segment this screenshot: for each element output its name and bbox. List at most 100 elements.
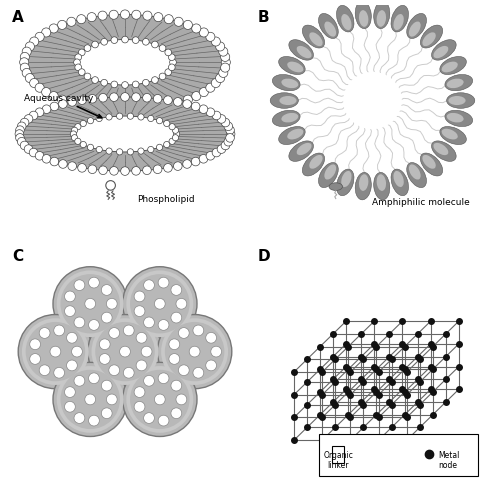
Ellipse shape (302, 25, 324, 48)
Circle shape (136, 360, 147, 371)
Ellipse shape (329, 183, 342, 190)
Circle shape (171, 312, 181, 323)
Circle shape (75, 64, 82, 71)
Circle shape (24, 145, 33, 153)
Text: Phospholipid: Phospholipid (137, 195, 194, 204)
Circle shape (87, 103, 97, 112)
Circle shape (126, 270, 194, 337)
Circle shape (132, 93, 140, 102)
Circle shape (53, 267, 128, 341)
Circle shape (72, 346, 83, 357)
Circle shape (171, 380, 181, 391)
Circle shape (84, 73, 91, 80)
Circle shape (158, 315, 232, 388)
Ellipse shape (434, 46, 448, 58)
Text: A: A (12, 10, 24, 25)
Circle shape (144, 317, 154, 328)
Circle shape (122, 81, 128, 88)
Text: Organic
linker: Organic linker (324, 450, 353, 470)
Circle shape (30, 37, 38, 46)
Circle shape (67, 17, 76, 26)
Circle shape (102, 380, 112, 391)
Circle shape (199, 28, 208, 37)
Circle shape (72, 127, 78, 133)
Circle shape (164, 101, 173, 110)
Circle shape (20, 52, 30, 61)
Circle shape (176, 298, 187, 309)
Circle shape (102, 312, 112, 323)
Circle shape (168, 64, 175, 71)
Ellipse shape (24, 15, 226, 110)
Circle shape (221, 141, 230, 150)
Circle shape (168, 54, 175, 61)
Circle shape (74, 413, 85, 424)
Circle shape (106, 148, 112, 154)
Circle shape (78, 49, 85, 56)
Circle shape (169, 339, 179, 349)
Circle shape (64, 402, 76, 412)
Ellipse shape (434, 143, 448, 155)
Circle shape (192, 157, 200, 166)
Circle shape (68, 162, 76, 170)
Circle shape (220, 52, 230, 61)
Circle shape (49, 24, 58, 33)
Circle shape (142, 39, 149, 45)
Ellipse shape (289, 141, 314, 162)
Circle shape (42, 155, 51, 163)
Circle shape (159, 45, 166, 51)
Circle shape (174, 131, 180, 137)
Circle shape (174, 98, 182, 106)
Circle shape (217, 145, 226, 153)
Ellipse shape (406, 14, 426, 39)
Ellipse shape (287, 129, 304, 140)
Circle shape (92, 41, 98, 48)
Circle shape (120, 10, 130, 19)
Circle shape (193, 367, 203, 378)
Circle shape (172, 135, 178, 141)
Circle shape (178, 327, 189, 338)
Ellipse shape (442, 129, 458, 140)
Circle shape (165, 69, 172, 76)
Circle shape (142, 80, 149, 86)
Ellipse shape (374, 172, 390, 200)
Ellipse shape (445, 110, 472, 126)
Circle shape (16, 126, 24, 134)
Circle shape (132, 105, 141, 114)
Circle shape (142, 93, 152, 102)
Circle shape (184, 20, 192, 29)
Ellipse shape (74, 116, 176, 152)
Circle shape (16, 134, 24, 142)
Circle shape (212, 148, 221, 157)
Circle shape (221, 118, 230, 127)
Circle shape (199, 155, 208, 163)
Text: D: D (258, 249, 270, 264)
Text: Metal
node: Metal node (438, 450, 460, 470)
Circle shape (178, 365, 189, 376)
Circle shape (199, 105, 208, 114)
Ellipse shape (442, 61, 458, 72)
Circle shape (100, 354, 110, 365)
Ellipse shape (391, 5, 408, 32)
Ellipse shape (336, 169, 354, 196)
Ellipse shape (394, 171, 404, 187)
Circle shape (152, 77, 158, 83)
Circle shape (212, 79, 220, 87)
Ellipse shape (446, 93, 475, 108)
Circle shape (134, 386, 145, 397)
Ellipse shape (420, 25, 442, 48)
Circle shape (224, 122, 232, 131)
Circle shape (80, 121, 86, 126)
Circle shape (199, 87, 208, 97)
Circle shape (172, 127, 178, 133)
Circle shape (60, 274, 120, 333)
Circle shape (96, 146, 102, 153)
Circle shape (124, 367, 134, 378)
Ellipse shape (287, 61, 304, 72)
Circle shape (56, 270, 124, 337)
Circle shape (217, 115, 226, 123)
Circle shape (193, 325, 203, 336)
Circle shape (138, 148, 144, 154)
Circle shape (206, 360, 216, 371)
Circle shape (144, 375, 154, 386)
Circle shape (98, 104, 107, 113)
